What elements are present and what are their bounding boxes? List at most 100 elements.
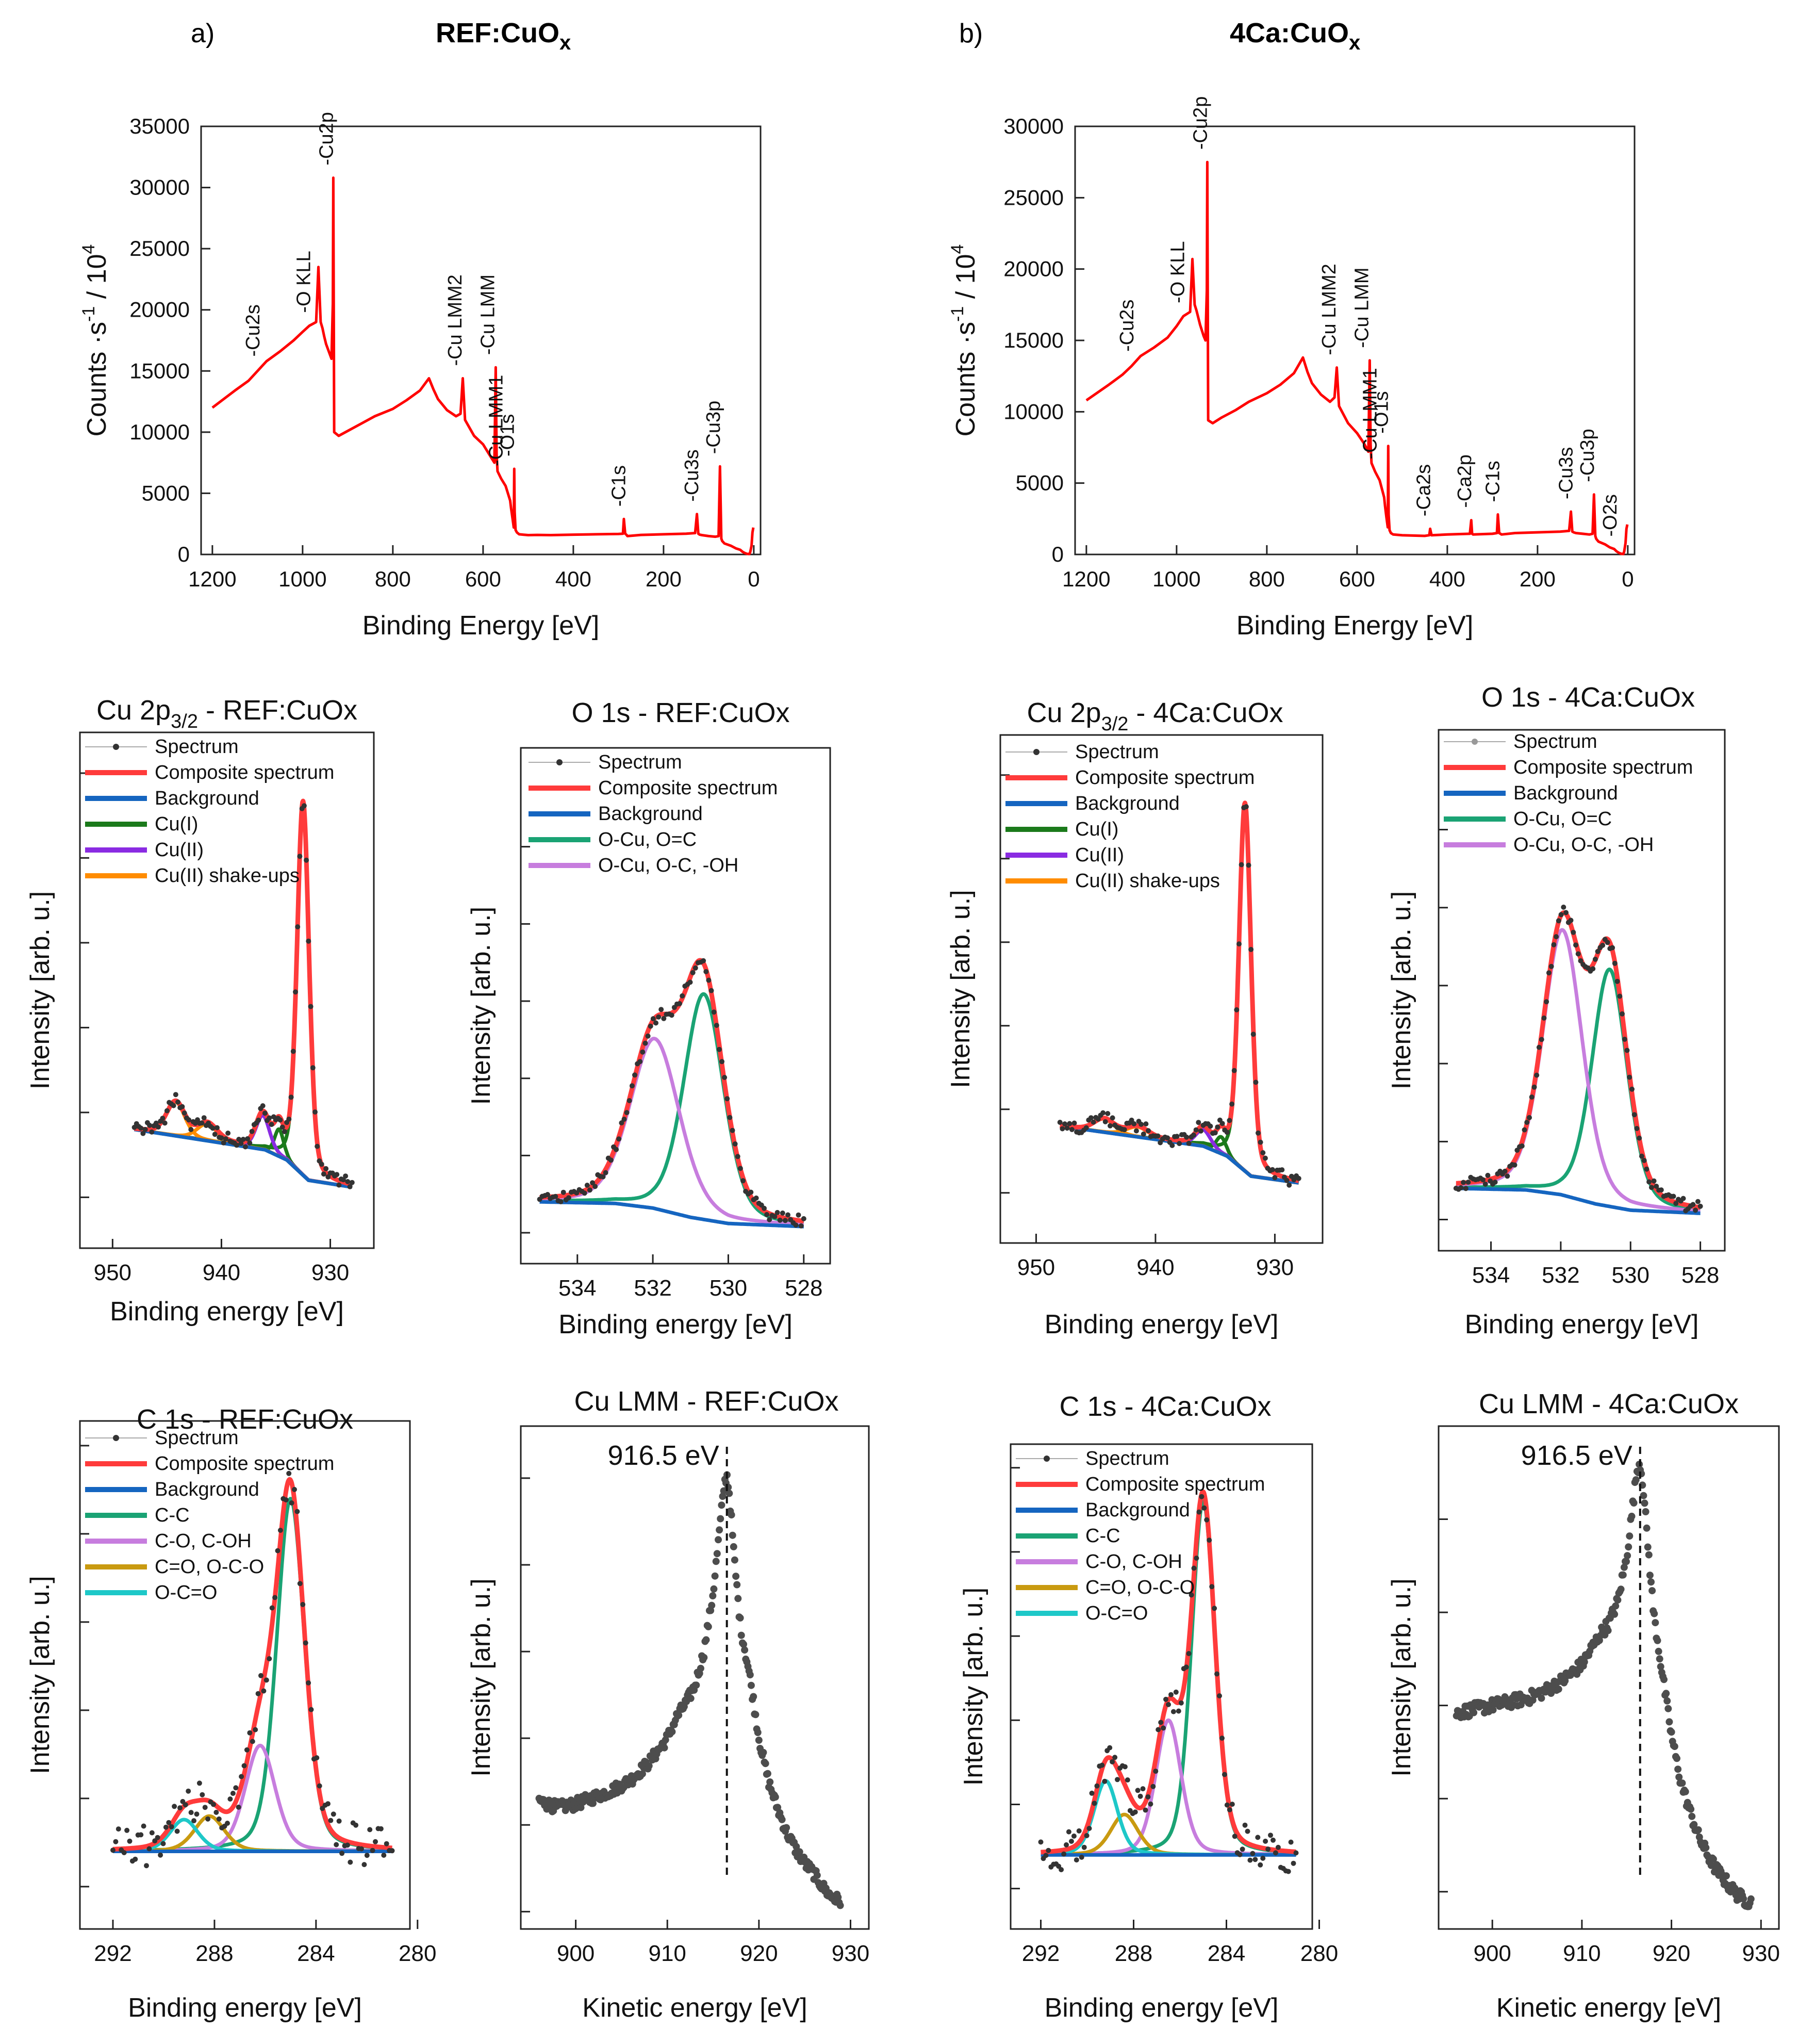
x-tick-label: 400: [555, 567, 591, 591]
y-axis-label: Intensity [arb. u.]: [25, 891, 55, 1089]
spectrum-dot: [265, 1118, 270, 1123]
spectrum-dot: [780, 1211, 785, 1216]
x-tick-label: 930: [311, 1260, 349, 1285]
spectrum-dot: [1690, 1821, 1698, 1828]
spectrum-dot: [124, 1827, 130, 1833]
spectrum-dot: [1210, 1131, 1215, 1136]
legend-label: Background: [1513, 782, 1618, 804]
spectrum-dot: [156, 1124, 161, 1130]
spectrum-dot: [1186, 1651, 1192, 1656]
peak-label: -Cu LMM2: [1318, 264, 1340, 355]
spectrum-dot: [1563, 910, 1569, 915]
spectrum-dot: [1623, 1558, 1630, 1565]
spectrum-dot: [242, 1144, 248, 1150]
spectrum-dot: [1747, 1895, 1755, 1903]
spectrum-dot: [577, 1804, 585, 1811]
spectrum-dot: [1189, 1592, 1194, 1598]
chart-o1s-ref: 534 532 530 528 Binding energy [eV] Intensity…: [466, 697, 831, 1339]
spectrum-dot: [1639, 1153, 1644, 1159]
spectrum-dot: [1212, 1606, 1217, 1611]
x-tick-label: 900: [557, 1941, 595, 1966]
chart-title: C 1s - REF:CuOx: [137, 1404, 353, 1435]
legend-item: Spectrum: [85, 736, 239, 758]
spectrum-dot: [1112, 1755, 1118, 1760]
spectrum-dot: [1117, 1765, 1123, 1771]
spectrum-dot: [752, 1711, 760, 1719]
spectrum-dot: [1084, 1833, 1090, 1838]
spectrum-dot: [1463, 1186, 1469, 1191]
spectrum-dot: [719, 1493, 727, 1500]
spectrum-dot: [1215, 1124, 1220, 1130]
y-tick-label: 35000: [129, 114, 190, 138]
spectrum-dot: [216, 1816, 222, 1822]
spectrum-dot: [1219, 1736, 1225, 1741]
spectrum-dot: [158, 1852, 163, 1858]
legend-label: C-C: [155, 1505, 190, 1526]
spectrum-dot: [1687, 1805, 1695, 1813]
spectrum-dot: [1110, 1759, 1115, 1764]
spectrum-dot: [1555, 1686, 1562, 1693]
spectrum-dot: [1293, 1850, 1299, 1856]
spectrum-dot: [1163, 1696, 1168, 1702]
spectrum-dot: [1722, 1872, 1730, 1879]
legend-item: Composite spectrum: [1005, 767, 1255, 789]
y-tick-label: 10000: [1003, 399, 1064, 423]
spectrum-dot: [1148, 1134, 1153, 1139]
spectrum-dot: [671, 1005, 677, 1010]
spectrum-dot: [250, 1739, 255, 1744]
spectrum-dot: [1143, 1121, 1149, 1127]
spectrum-dot: [144, 1120, 150, 1125]
x-tick-label: 930: [832, 1941, 869, 1966]
spectrum-dot: [151, 1123, 157, 1129]
legend-label: Spectrum: [1513, 731, 1597, 753]
spectrum-dot: [164, 1108, 170, 1114]
spectrum-dot: [1612, 1602, 1620, 1610]
spectrum-dot: [735, 1154, 740, 1159]
legend-label: Composite spectrum: [1085, 1474, 1265, 1495]
spectrum-dot: [722, 1075, 728, 1080]
spectrum-dot: [1638, 1470, 1645, 1478]
spectrum-dot: [279, 1124, 285, 1130]
spectrum-dot: [297, 854, 303, 859]
spectrum-dot: [1189, 1134, 1194, 1140]
legend-swatch: [113, 744, 119, 750]
peak-label: -Cu2p: [316, 112, 338, 166]
legend-item: Composite spectrum: [85, 1453, 334, 1475]
spectrum-dot: [1086, 1826, 1092, 1831]
spectrum-dot: [1681, 1788, 1689, 1795]
spectrum-dot: [1693, 1207, 1698, 1213]
legend-item: Background: [85, 1479, 259, 1500]
spectrum-dot: [1242, 1822, 1248, 1828]
legend-item: Spectrum: [529, 751, 682, 773]
x-tick-label: 528: [1681, 1263, 1719, 1288]
spectrum-dot: [1260, 1855, 1266, 1861]
spectrum-dot: [367, 1827, 373, 1833]
y-axis-label: Intensity [arb. u.]: [959, 1588, 988, 1786]
spectrum-dot: [750, 1693, 757, 1700]
legend-item: Composite spectrum: [85, 762, 334, 783]
chart-title: O 1s - REF:CuOx: [571, 697, 789, 728]
spectrum-dot: [182, 1110, 187, 1116]
x-tick-label: 400: [1429, 567, 1465, 591]
spectrum-dot: [1234, 1850, 1240, 1856]
spectrum-dot: [1160, 1136, 1165, 1142]
spectrum-dot: [1086, 1117, 1092, 1123]
x-tick-label: 930: [1256, 1255, 1294, 1280]
spectrum-dot: [172, 1804, 177, 1809]
x-tick-label: 930: [1742, 1941, 1780, 1966]
spectrum-dot: [1595, 949, 1601, 954]
x-tick-label: 280: [1300, 1941, 1338, 1966]
legend-label: C=O, O-C-O: [1085, 1577, 1195, 1598]
spectrum-dot: [350, 1820, 356, 1826]
spectrum-dot: [1091, 1119, 1096, 1125]
spectrum-dot: [146, 1846, 152, 1852]
spectrum-dot: [1651, 1610, 1658, 1617]
legend-item: C-O, C-OH: [1016, 1551, 1182, 1573]
x-axis-label: Binding energy [eV]: [110, 1297, 344, 1327]
spectrum-dot: [1135, 1788, 1141, 1793]
spectrum-dot: [190, 1119, 196, 1124]
spectrum-dot: [320, 1806, 325, 1811]
spectrum-dot: [140, 1131, 146, 1136]
spectrum-dot: [1125, 1777, 1130, 1783]
fit-component-line: [538, 992, 805, 1225]
